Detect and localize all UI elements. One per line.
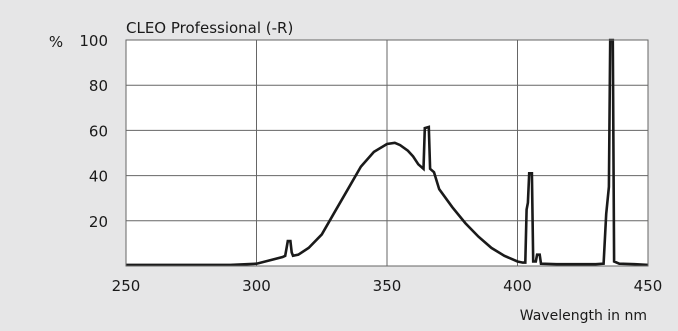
grid <box>126 40 648 266</box>
series-group <box>126 38 649 267</box>
x-tick-label-350: 350 <box>373 277 402 295</box>
y-tick-label-100: 100 <box>79 32 108 50</box>
x-tick-label-250: 250 <box>112 277 141 295</box>
tick-labels: 250 300 350 400 450 20 40 60 80 100 <box>79 32 662 295</box>
plot-border <box>125 39 649 267</box>
y-tick-label-60: 60 <box>89 122 108 140</box>
y-axis-label: % <box>49 33 63 51</box>
x-tick-label-450: 450 <box>634 277 663 295</box>
plot-frame <box>125 39 649 267</box>
x-axis-label: Wavelength in nm <box>520 308 647 324</box>
x-tick-label-300: 300 <box>242 277 271 295</box>
y-tick-label-40: 40 <box>89 168 108 186</box>
y-tick-label-80: 80 <box>89 77 108 95</box>
y-tick-label-20: 20 <box>89 213 108 231</box>
x-tick-label-400: 400 <box>503 277 532 295</box>
series-line-0 <box>126 38 649 267</box>
chart-title: CLEO Professional (-R) <box>126 19 293 37</box>
